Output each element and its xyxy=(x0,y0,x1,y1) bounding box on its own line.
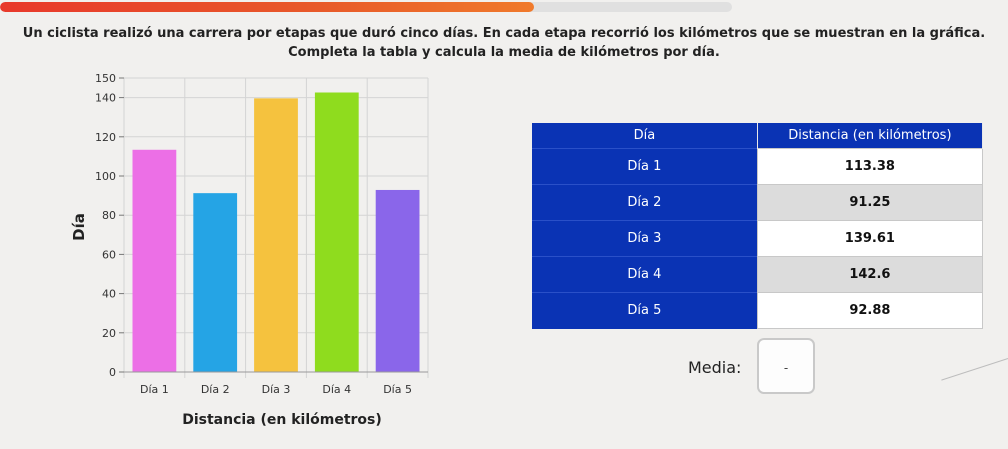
table-row: Día 5 92.88 xyxy=(532,292,984,329)
chart-bar xyxy=(254,98,298,373)
y-tick-label: 100 xyxy=(95,170,116,183)
y-tick-label: 150 xyxy=(95,72,116,85)
media-answer-input[interactable]: - xyxy=(757,338,815,394)
y-tick-label: 20 xyxy=(102,327,116,340)
y-tick-label: 0 xyxy=(109,366,116,379)
table-row: Día 2 91.25 xyxy=(532,184,984,221)
decorative-line xyxy=(941,358,1008,381)
media-label: Media: xyxy=(688,358,742,377)
y-tick-label: 120 xyxy=(95,131,116,144)
distance-table: Día Distancia (en kilómetros) Día 1 113.… xyxy=(532,123,984,329)
question-line-1: Un ciclista realizó una carrera por etap… xyxy=(22,26,986,41)
distance-table-container: Día Distancia (en kilómetros) Día 1 113.… xyxy=(532,123,984,329)
table-header-distance: Distancia (en kilómetros) xyxy=(757,123,984,149)
table-header-day: Día xyxy=(532,123,758,149)
progress-bar xyxy=(0,2,732,12)
chart-bar xyxy=(193,193,238,372)
table-cell-distance[interactable]: 113.38 xyxy=(756,148,984,185)
chart-bar xyxy=(375,189,420,372)
table-cell-day: Día 4 xyxy=(532,256,758,293)
table-row: Día 3 139.61 xyxy=(532,220,984,257)
x-tick-label: Día 3 xyxy=(262,383,291,396)
x-tick-label: Día 4 xyxy=(322,383,351,396)
chart-axes: 0 20 40 60 80 100 120 140 150 Día 1 Día 2 Día 3 Día … xyxy=(95,72,428,396)
chart-bar xyxy=(314,92,359,372)
table-cell-day: Día 5 xyxy=(532,292,758,329)
chart-y-axis-label: Día xyxy=(70,213,88,241)
progress-fill xyxy=(0,2,535,12)
table-cell-day: Día 3 xyxy=(532,220,758,257)
y-tick-label: 40 xyxy=(102,288,116,301)
table-cell-distance[interactable]: 92.88 xyxy=(756,292,984,329)
y-tick-label: 140 xyxy=(95,92,116,105)
question-line-2: Completa la tabla y calcula la media de … xyxy=(288,45,720,60)
table-cell-day: Día 2 xyxy=(532,184,758,221)
chart-bars xyxy=(132,92,420,373)
y-tick-label: 60 xyxy=(102,248,116,261)
table-cell-distance[interactable]: 91.25 xyxy=(756,184,984,221)
question-text: Un ciclista realizó una carrera por etap… xyxy=(0,24,1008,62)
table-row: Día 1 113.38 xyxy=(532,148,984,185)
x-tick-label: Día 2 xyxy=(201,383,230,396)
table-cell-day: Día 1 xyxy=(532,148,758,185)
chart-bar xyxy=(132,149,177,372)
table-row: Día 4 142.6 xyxy=(532,256,984,293)
table-header-row: Día Distancia (en kilómetros) xyxy=(532,123,984,149)
x-tick-label: Día 5 xyxy=(383,383,412,396)
table-cell-distance[interactable]: 139.61 xyxy=(756,220,984,257)
bar-chart: 0 20 40 60 80 100 120 140 150 Día 1 Día 2 Día 3 Día … xyxy=(70,72,429,428)
x-tick-label: Día 1 xyxy=(140,383,169,396)
table-cell-distance[interactable]: 142.6 xyxy=(756,256,984,293)
y-tick-label: 80 xyxy=(102,209,116,222)
chart-x-axis-label: Distancia (en kilómetros) xyxy=(182,412,382,428)
